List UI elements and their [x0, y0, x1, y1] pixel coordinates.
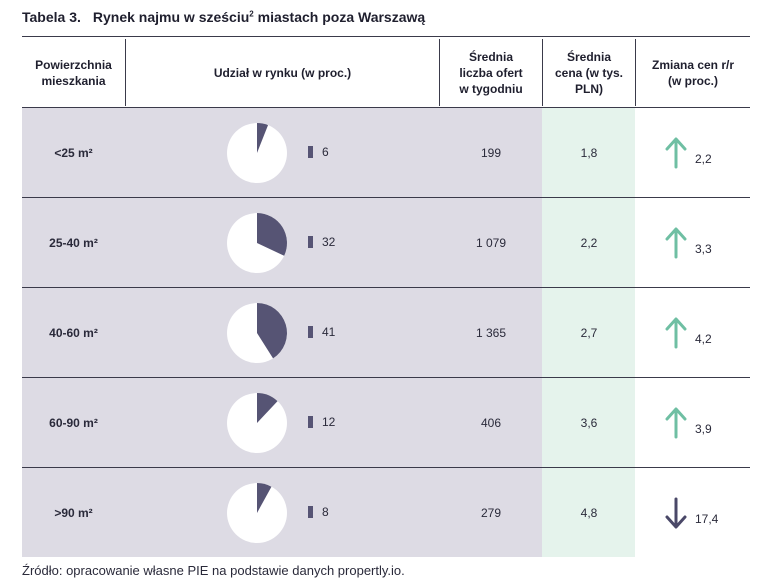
size-cell: <25 m² [54, 145, 93, 160]
share-value: 12 [322, 415, 336, 429]
arrow-down-icon [665, 497, 687, 534]
offers-cell: 1 365 [475, 325, 507, 340]
header-change: Zmiana cen r/r (w proc.) [636, 37, 750, 108]
change-column-bg [635, 108, 750, 197]
arrow-up-icon [665, 317, 687, 354]
row-separator [22, 197, 750, 198]
price-cell: 2,7 [580, 325, 598, 340]
table-row: 60-90 m² 406 3,6 12 3,9 [22, 378, 750, 467]
share-pie-chart [226, 482, 288, 549]
price-column-bg [542, 378, 635, 467]
header-divider [635, 39, 636, 106]
row-separator [22, 287, 750, 288]
pie-slice-share [257, 393, 278, 423]
header-size: Powierzchnia mieszkania [22, 37, 125, 108]
header-divider [125, 39, 126, 106]
change-value: 4,2 [695, 332, 712, 346]
size-cell: 25-40 m² [49, 235, 98, 250]
header-offers: Średnia liczba ofert w tygodniu [440, 37, 542, 108]
change-value: 3,9 [695, 422, 712, 436]
header-offers-line3: w tygodniu [459, 81, 523, 96]
share-legend-swatch [308, 506, 313, 518]
table-row: 25-40 m² 1 079 2,2 32 3,3 [22, 198, 750, 287]
size-cell: >90 m² [54, 505, 93, 520]
title-text: Rynek najmu w sześciu [92, 9, 250, 25]
change-column-bg [635, 288, 750, 377]
header-size-line1: Powierzchnia [35, 57, 112, 72]
price-column-bg [542, 108, 635, 197]
price-column-bg [542, 288, 635, 377]
header-change-line2: (w proc.) [668, 73, 718, 88]
price-column-bg [542, 198, 635, 287]
share-pie-chart [226, 212, 288, 279]
arrow-up-icon [665, 137, 687, 174]
header-offers-line2: liczba ofert [459, 65, 523, 80]
table-number: Tabela 3. [22, 9, 81, 25]
change-column-bg [635, 198, 750, 287]
header-divider [439, 39, 440, 106]
change-value: 17,4 [695, 512, 719, 526]
arrow-up-icon [665, 227, 687, 264]
table-row: 40-60 m² 1 365 2,7 41 4,2 [22, 288, 750, 377]
row-separator [22, 467, 750, 468]
table-row: <25 m² 199 1,8 6 2,2 [22, 108, 750, 197]
header-price-line1: Średnia [566, 49, 611, 64]
row-separator [22, 377, 750, 378]
top-rule [22, 36, 750, 37]
price-column-bg [542, 468, 635, 557]
title-text-end: miastach poza Warszawą [253, 9, 426, 25]
offers-cell: 406 [480, 415, 502, 430]
price-cell: 1,8 [580, 145, 598, 160]
pie-slice-share [257, 213, 287, 256]
header-share: Udział w rynku (w proc.) [213, 65, 352, 80]
header-price-line2: cena (w tys. [554, 65, 624, 80]
size-cell: 40-60 m² [49, 325, 98, 340]
change-column-bg [635, 468, 750, 557]
change-column-bg [635, 378, 750, 467]
offers-cell: 279 [480, 505, 502, 520]
price-cell: 4,8 [580, 505, 598, 520]
change-value: 3,3 [695, 242, 712, 256]
header-price-line3: PLN) [575, 81, 603, 96]
header-change-line1: Zmiana cen r/r [651, 57, 735, 72]
title-superscript: 2 [249, 9, 254, 19]
header-size-line2: mieszkania [41, 73, 106, 88]
pie-slice-share [257, 303, 287, 359]
share-legend-swatch [308, 236, 313, 248]
share-pie-chart [226, 392, 288, 459]
source-note: Źródło: opracowanie własne PIE na podsta… [22, 563, 405, 578]
change-value: 2,2 [695, 152, 712, 166]
share-value: 32 [322, 235, 336, 249]
share-value: 6 [322, 145, 329, 159]
table-row: >90 m² 279 4,8 8 17,4 [22, 468, 750, 557]
share-legend-swatch [308, 326, 313, 338]
price-cell: 2,2 [580, 235, 598, 250]
share-legend-swatch [308, 146, 313, 158]
header-price: Średnia cena (w tys. PLN) [543, 37, 635, 108]
share-pie-chart [226, 122, 288, 189]
row-separator [22, 107, 750, 108]
share-legend-swatch [308, 416, 313, 428]
offers-cell: 1 079 [475, 235, 507, 250]
share-value: 41 [322, 325, 336, 339]
header-divider [542, 39, 543, 106]
offers-cell: 199 [480, 145, 502, 160]
share-value: 8 [322, 505, 329, 519]
share-pie-chart [226, 302, 288, 369]
pie-slice-share [257, 123, 269, 153]
table-title: Tabela 3. Rynek najmu w sześciu2 miastach… [22, 9, 425, 25]
arrow-up-icon [665, 407, 687, 444]
header-offers-line1: Średnia [468, 49, 513, 64]
size-cell: 60-90 m² [49, 415, 98, 430]
rental-market-table: Powierzchnia mieszkania Udział w rynku (w… [22, 37, 750, 557]
price-cell: 3,6 [580, 415, 598, 430]
pie-slice-share [257, 483, 272, 513]
